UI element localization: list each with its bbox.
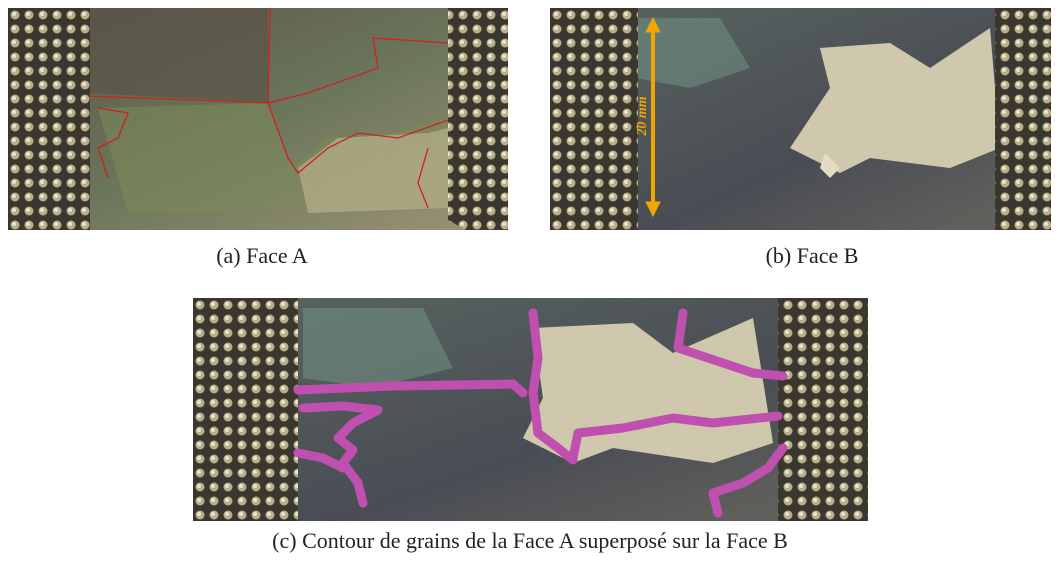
- photo-overlay: [193, 298, 868, 521]
- grain-contours: [293, 308, 788, 518]
- scale-arrow: [645, 16, 661, 218]
- caption-b: (b) Face B: [766, 243, 859, 268]
- caption-c: (c) Contour de grains de la Face A super…: [272, 528, 788, 553]
- photo-face-b: 20 mm: [550, 8, 1051, 230]
- scale-label: 20 mm: [635, 96, 650, 136]
- photo-face-a: [8, 7, 508, 230]
- caption-a: (a) Face A: [216, 243, 308, 268]
